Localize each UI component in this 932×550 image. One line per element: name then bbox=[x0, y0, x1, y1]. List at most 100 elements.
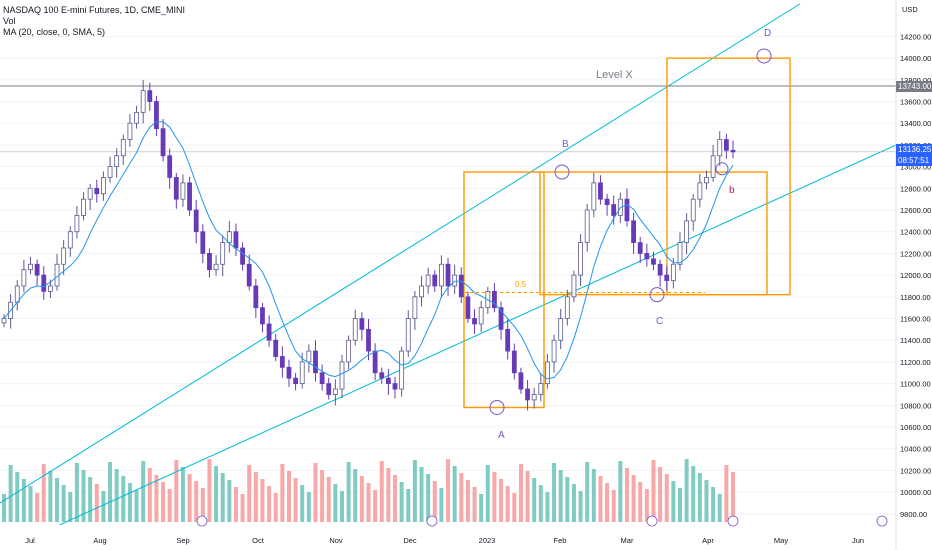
volume-bar bbox=[724, 465, 729, 522]
down-candle bbox=[445, 263, 451, 287]
price-axis[interactable]: USD 9800.00 10000.00 10200.00 10400.00 10600.… bbox=[895, 0, 931, 550]
up-candle bbox=[180, 182, 186, 200]
up-candle bbox=[538, 383, 544, 395]
up-candle bbox=[452, 274, 458, 287]
volume-bar bbox=[432, 481, 437, 522]
volume-bar bbox=[459, 473, 464, 522]
volume-bar bbox=[393, 475, 398, 522]
last-price-tag: 13136.25 bbox=[896, 144, 932, 155]
down-candle bbox=[207, 253, 212, 271]
volume-bar bbox=[412, 460, 417, 522]
volume-bar bbox=[366, 483, 371, 522]
volume-bar bbox=[2, 494, 6, 522]
up-candle bbox=[704, 177, 709, 184]
volume-bar bbox=[273, 493, 278, 522]
volume-bar bbox=[260, 479, 265, 522]
volume-bar bbox=[485, 465, 490, 522]
volume-bar bbox=[373, 490, 378, 522]
down-candle bbox=[313, 350, 318, 374]
up-candle bbox=[551, 339, 557, 363]
volume-bar bbox=[731, 472, 735, 522]
time-tick-label: Aug bbox=[93, 536, 106, 545]
up-candle bbox=[564, 296, 570, 319]
chart-legend: NASDAQ 100 E-mini Futures, 1D, CME_MINI … bbox=[3, 5, 185, 38]
volume-bar bbox=[174, 460, 179, 522]
down-candle bbox=[379, 372, 385, 379]
volume-bar bbox=[214, 466, 219, 522]
volume-bar bbox=[386, 468, 391, 522]
up-candle bbox=[584, 209, 590, 243]
down-candle bbox=[492, 290, 497, 309]
point-a-circle bbox=[489, 399, 505, 415]
volume-bar bbox=[35, 493, 40, 522]
up-candle bbox=[332, 388, 338, 395]
volume-bar bbox=[651, 460, 656, 522]
volume-bar bbox=[74, 463, 79, 522]
up-candle bbox=[213, 263, 219, 271]
down-candle bbox=[366, 328, 371, 352]
time-axis[interactable]: Jul Aug Sep Oct Nov Dec 2023 Feb Mar Apr May Jun bbox=[25, 515, 888, 545]
up-candle bbox=[74, 215, 80, 233]
up-candle bbox=[697, 182, 703, 200]
up-candle bbox=[1, 318, 7, 324]
volume-bar bbox=[684, 459, 689, 522]
volume-bar bbox=[605, 483, 610, 522]
event-arrow-icon bbox=[426, 515, 438, 527]
time-tick-label: Sep bbox=[176, 536, 189, 545]
point-b-circle bbox=[554, 164, 570, 180]
up-candle bbox=[114, 155, 120, 168]
moving-average-line bbox=[3, 121, 734, 380]
box-a-b bbox=[463, 171, 545, 409]
volume-bar bbox=[426, 474, 431, 522]
up-candle bbox=[558, 318, 564, 341]
price-tick-label: 11800.00 bbox=[900, 293, 931, 302]
down-candle bbox=[200, 231, 206, 254]
up-candle bbox=[101, 177, 106, 195]
up-candle bbox=[226, 231, 232, 243]
volume-bar bbox=[339, 491, 344, 522]
volume-bar bbox=[161, 482, 166, 522]
label-a: A bbox=[498, 430, 505, 441]
up-candle bbox=[339, 361, 345, 390]
volume-bar bbox=[167, 489, 172, 522]
price-tick-label: 12600.00 bbox=[900, 206, 931, 215]
volume-bar bbox=[359, 476, 364, 522]
up-candle bbox=[578, 242, 583, 276]
down-candle bbox=[664, 274, 670, 281]
volume-bar bbox=[525, 471, 530, 522]
down-candle bbox=[240, 247, 245, 265]
time-tick-label: Jun bbox=[852, 536, 864, 545]
price-tick-label: 11000.00 bbox=[900, 380, 931, 389]
annotation-layer[interactable]: A B C Db Level X 0.5 bbox=[489, 28, 772, 441]
volume-bar bbox=[585, 462, 590, 522]
time-tick-label: Dec bbox=[403, 536, 417, 545]
volume-bar bbox=[472, 487, 477, 522]
down-candle bbox=[246, 263, 252, 287]
down-candle bbox=[187, 182, 192, 211]
down-candle bbox=[511, 350, 517, 374]
down-candle bbox=[465, 296, 471, 319]
down-candle bbox=[498, 307, 504, 330]
volume-bar bbox=[499, 479, 504, 522]
up-candle bbox=[134, 111, 139, 124]
down-candle bbox=[392, 383, 398, 390]
symbol-title[interactable]: NASDAQ 100 E-mini Futures, 1D, CME_MINI bbox=[3, 5, 186, 15]
volume-bar bbox=[505, 486, 510, 522]
volume-bar bbox=[48, 471, 53, 522]
down-candle bbox=[723, 139, 729, 151]
volume-bar bbox=[247, 465, 252, 522]
volume-bar bbox=[618, 461, 623, 522]
fib-boxes[interactable] bbox=[463, 57, 791, 409]
level-x-price-tag: 13743.00 bbox=[896, 81, 932, 92]
price-tick-label: 13600.00 bbox=[900, 98, 931, 107]
volume-bar bbox=[300, 485, 305, 522]
label-level-x: Level X bbox=[596, 69, 633, 81]
down-candle bbox=[598, 182, 603, 200]
down-candle bbox=[286, 366, 292, 379]
volume-bar bbox=[452, 466, 457, 522]
down-candle bbox=[631, 220, 636, 243]
ma-indicator-label[interactable]: MA (20, close, 0, SMA, 5) bbox=[3, 27, 106, 37]
up-candle bbox=[220, 242, 226, 265]
volume-indicator-label[interactable]: Vol bbox=[3, 16, 16, 26]
